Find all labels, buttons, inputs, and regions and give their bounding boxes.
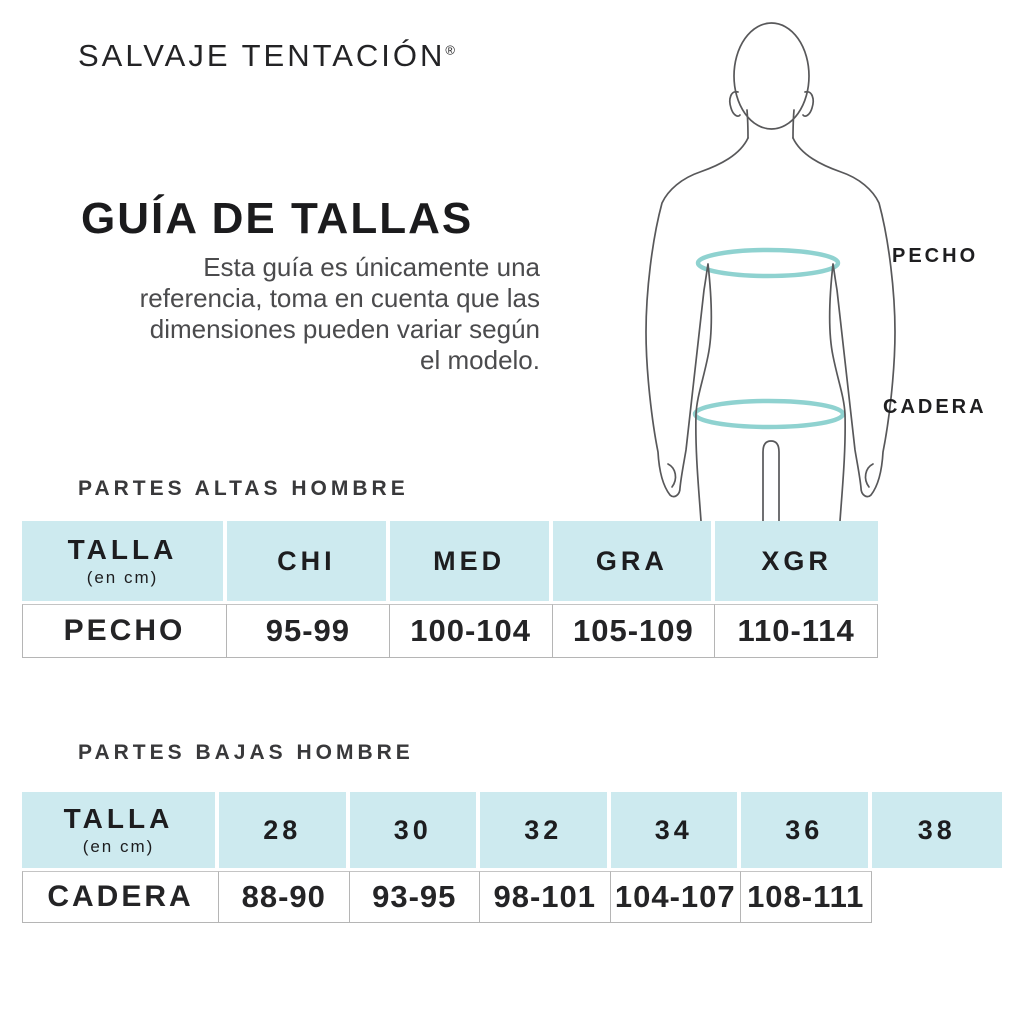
size-table-tops: TALLA (en cm) CHI MED GRA XGR PECHO 95-9…: [22, 521, 878, 658]
page-title: GUÍA DE TALLAS: [81, 194, 474, 243]
section-title-bottoms: PARTES BAJAS HOMBRE: [78, 741, 414, 764]
right-thumb: [864, 463, 874, 488]
chest-measure-line: [695, 247, 841, 279]
left-ear: [728, 90, 741, 117]
column-header: 36: [741, 792, 872, 868]
left-neck: [746, 109, 749, 139]
value-cell: 104-107: [610, 871, 741, 923]
column-header: 30: [349, 792, 480, 868]
description-line: Esta guía es únicamente una: [203, 252, 540, 282]
value-cell: 108-111: [741, 871, 872, 923]
right-neck: [792, 109, 795, 139]
row-label-cell: CADERA: [22, 871, 219, 923]
right-ear: [802, 90, 815, 117]
row-label-cell: PECHO: [22, 604, 227, 658]
body-outline: [645, 22, 896, 521]
size-table-bottoms: TALLA (en cm) 28 30 32 34 36 38 CADERA 8…: [22, 792, 1002, 923]
column-header: MED: [389, 521, 553, 601]
male-body-figure: [645, 22, 896, 521]
description-line: el modelo.: [420, 345, 540, 375]
guide-description: Esta guía es únicamente una referencia, …: [56, 252, 540, 376]
column-header: 32: [480, 792, 611, 868]
brand-logo: SALVAJE TENTACIÓN®: [78, 38, 455, 74]
size-header-cell: TALLA (en cm): [22, 521, 227, 601]
column-header: 28: [219, 792, 350, 868]
chest-label: PECHO: [892, 245, 979, 267]
column-header: 38: [871, 792, 1002, 868]
column-header: 34: [610, 792, 741, 868]
description-line: referencia, toma en cuenta que las: [139, 283, 540, 313]
size-header-cell: TALLA (en cm): [22, 792, 219, 868]
brand-name: SALVAJE TENTACIÓN: [78, 38, 446, 73]
description-line: dimensiones pueden variar según: [149, 314, 540, 344]
value-cell: 98-101: [480, 871, 611, 923]
section-title-tops: PARTES ALTAS HOMBRE: [78, 477, 409, 500]
crotch-line: [762, 440, 780, 521]
column-header: GRA: [552, 521, 716, 601]
value-cell: 93-95: [349, 871, 480, 923]
value-cell: 100-104: [389, 604, 553, 658]
left-thumb: [667, 463, 677, 488]
size-header-label: TALLA: [67, 534, 178, 565]
head-outline: [733, 22, 810, 130]
left-shoulder-arm: [645, 137, 749, 521]
size-header-label: TALLA: [63, 803, 174, 834]
right-shoulder-arm: [792, 137, 896, 521]
hip-measure-line: [692, 398, 846, 430]
value-cell: 95-99: [227, 604, 390, 658]
value-cell: 88-90: [219, 871, 350, 923]
column-header: XGR: [715, 521, 878, 601]
hip-label: CADERA: [883, 396, 987, 418]
registered-mark: ®: [445, 42, 455, 58]
size-header-unit: (en cm): [86, 568, 159, 587]
value-cell: 105-109: [552, 604, 716, 658]
value-cell: 110-114: [715, 604, 878, 658]
column-header: CHI: [227, 521, 390, 601]
size-header-unit: (en cm): [82, 837, 155, 856]
